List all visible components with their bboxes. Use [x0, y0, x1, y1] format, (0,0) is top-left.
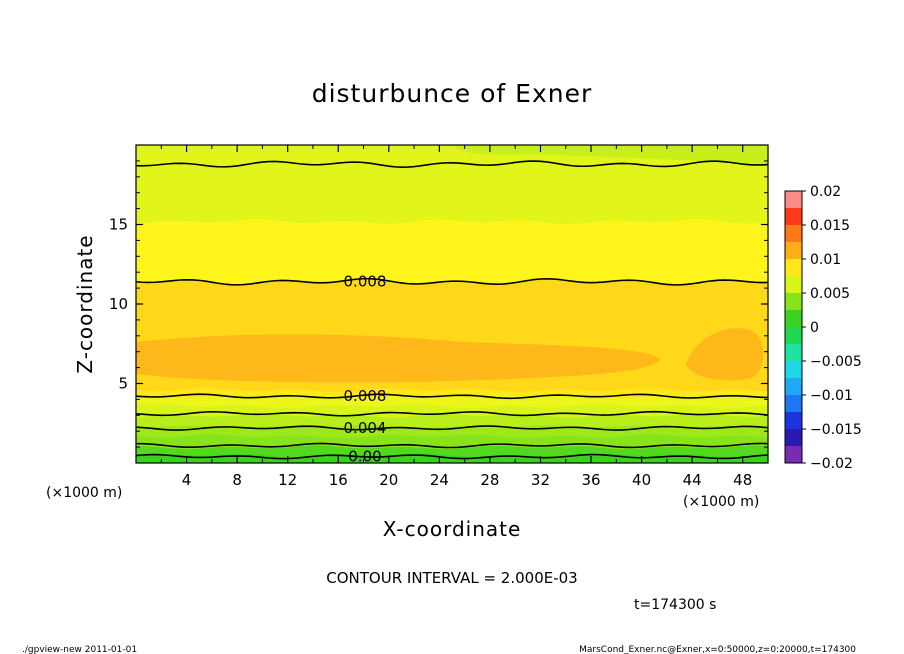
field-band — [136, 218, 768, 285]
contour-lines: 0.00 0.004 0.008 0.008 — [136, 160, 768, 466]
colorbar-tick-label: 0.015 — [810, 218, 850, 234]
y-axis-title: Z-coordinate — [73, 234, 97, 373]
contour-line — [136, 410, 768, 417]
x-unit-right: (×1000 m) — [683, 494, 759, 510]
x-tick-label: 24 — [430, 471, 449, 489]
colorbar-tick-label: −0.005 — [810, 354, 862, 370]
contour-line — [136, 453, 768, 460]
colorbar-level — [785, 310, 802, 327]
x-axis-ticks: 4 8 12 16 20 24 28 32 36 40 44 48 — [160, 145, 752, 489]
contour-line — [136, 160, 768, 168]
max-region — [685, 328, 764, 381]
colorbar-ticks: 0.02 0.015 0.01 0.005 0 −0.005 −0.01 −0.015 −0.0… — [802, 184, 862, 472]
colorbar-tick-label: 0.01 — [810, 252, 841, 268]
colorbar-level — [785, 191, 802, 208]
contour-line — [136, 393, 768, 400]
x-axis-title: X-coordinate — [383, 517, 522, 541]
colorbar-level — [785, 378, 802, 395]
contour-line — [136, 442, 768, 449]
x-tick-label: 40 — [632, 471, 651, 489]
colorbar-level — [785, 327, 802, 344]
colorbar-level — [785, 412, 802, 429]
colorbar-level — [785, 276, 802, 293]
x-tick-label: 8 — [232, 471, 242, 489]
colorbar-level — [785, 344, 802, 361]
colorbar-level — [785, 395, 802, 412]
contour-label: 0.008 — [344, 273, 387, 291]
colorbar-tick-label: 0.005 — [810, 286, 850, 302]
x-tick-label: 20 — [379, 471, 398, 489]
colorbar-tick-label: −0.01 — [810, 388, 853, 404]
colorbar-level — [785, 361, 802, 378]
colorbar-tick-label: 0 — [810, 320, 819, 336]
colorbar-level — [785, 259, 802, 276]
y-tick-label: 5 — [118, 375, 128, 393]
colorbar-level — [785, 429, 802, 446]
colorbar-tick-label: −0.02 — [810, 456, 853, 472]
x-tick-label: 48 — [733, 471, 752, 489]
y-tick-label: 10 — [109, 295, 128, 313]
x-tick-label: 4 — [182, 471, 192, 489]
contour-line — [136, 277, 768, 286]
contour-line — [136, 425, 768, 431]
field-band — [452, 145, 768, 165]
x-unit-left: (×1000 m) — [46, 485, 122, 501]
x-tick-label: 12 — [278, 471, 297, 489]
footer-right: MarsCond_Exner.nc@Exner,x=0:50000,z=0:20… — [579, 645, 856, 654]
x-tick-label: 28 — [480, 471, 499, 489]
chart-title: disturbunce of Exner — [312, 79, 593, 108]
contour-label: 0.008 — [344, 387, 387, 405]
contour-field — [136, 145, 768, 463]
colorbar-level — [785, 446, 802, 463]
max-region — [136, 334, 661, 383]
colorbar — [784, 190, 803, 464]
x-tick-label: 32 — [531, 471, 550, 489]
colorbar-level — [785, 208, 802, 225]
x-tick-label: 36 — [581, 471, 600, 489]
contour-label: 0.004 — [344, 419, 387, 437]
y-axis-ticks: 5 10 15 — [109, 160, 768, 448]
footer-left: ./gpview-new 2011-01-01 — [22, 645, 137, 654]
colorbar-level — [785, 293, 802, 310]
y-tick-label: 15 — [109, 216, 128, 234]
contour-label: 0.00 — [348, 448, 381, 466]
colorbar-level — [785, 242, 802, 259]
x-tick-label: 16 — [329, 471, 348, 489]
colorbar-tick-label: 0.02 — [810, 184, 841, 200]
x-tick-label: 44 — [683, 471, 702, 489]
contour-interval-text: CONTOUR INTERVAL = 2.000E-03 — [326, 569, 577, 587]
colorbar-tick-label: −0.015 — [810, 422, 862, 438]
colorbar-level — [785, 225, 802, 242]
time-stamp: t=174300 s — [634, 597, 716, 613]
